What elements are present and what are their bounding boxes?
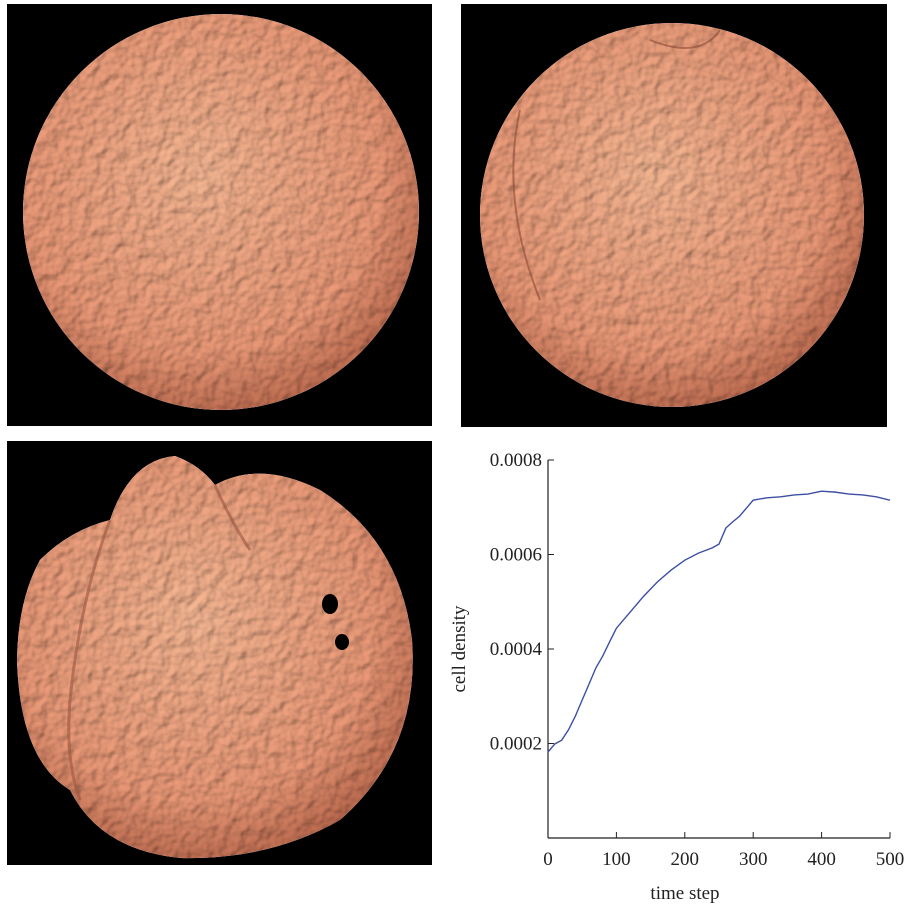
line-chart: time step cell density 0.0002 0.0004 0.000… [449, 450, 904, 904]
y-axis-label: cell density [449, 605, 470, 693]
data-line [547, 490, 891, 753]
x-tick-label: 400 [807, 849, 836, 870]
y-tick-label: 0.0002 [490, 734, 542, 755]
x-tick-label: 500 [876, 849, 904, 870]
image-panel [7, 4, 432, 426]
image-panel [7, 441, 432, 865]
x-tick-label: 0 [543, 849, 553, 870]
y-tick-label: 0.0006 [490, 545, 542, 566]
y-tick-label: 0.0008 [490, 450, 542, 471]
x-tick-label: 200 [671, 849, 700, 870]
x-tick-label: 100 [602, 849, 631, 870]
x-axis-label: time step [650, 883, 719, 904]
x-tick-label: 300 [739, 849, 768, 870]
image-panel [461, 4, 887, 427]
y-tick-label: 0.0004 [490, 639, 543, 660]
